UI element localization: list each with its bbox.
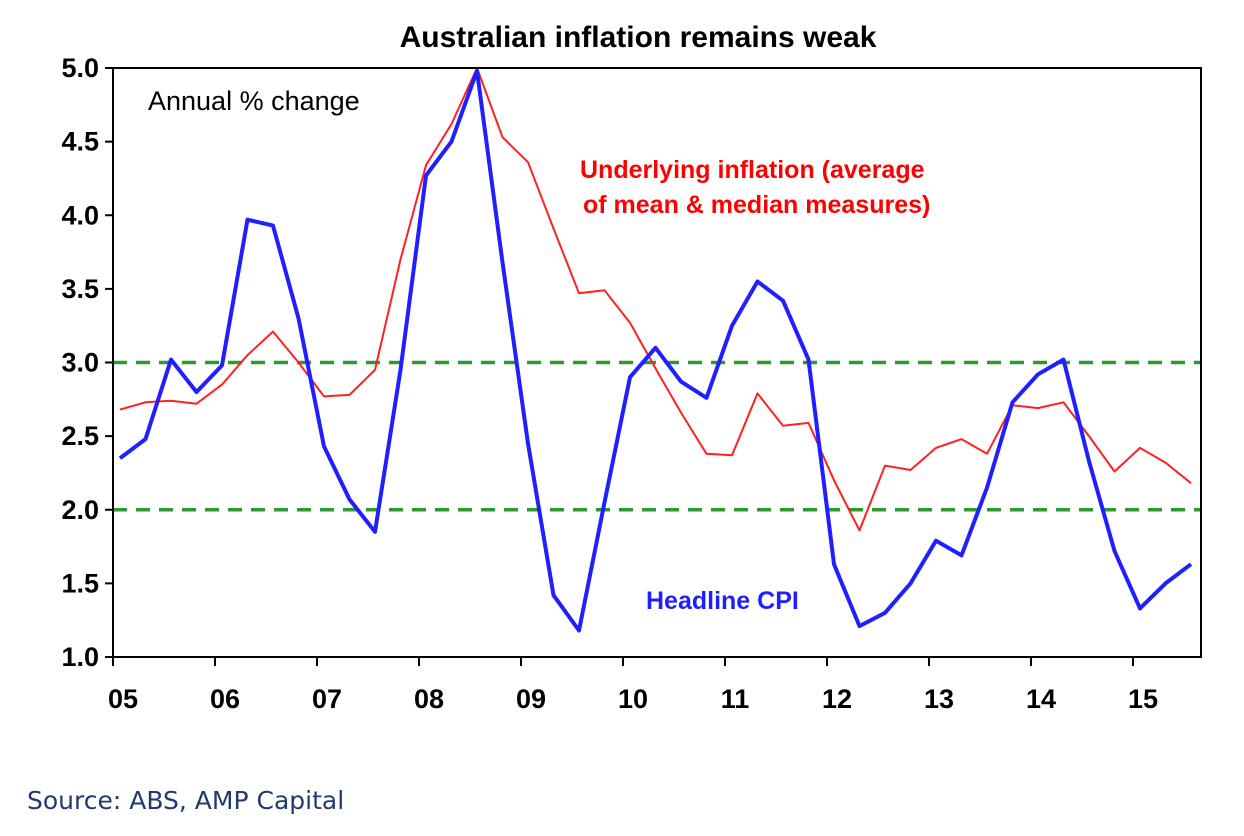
reference-lines — [113, 360, 1201, 512]
x-tick-label: 09 — [516, 684, 546, 714]
x-tick-label: 13 — [924, 684, 954, 714]
x-tick-label: 10 — [618, 684, 648, 714]
y-tick-label: 1.0 — [61, 642, 99, 672]
x-tick-label: 14 — [1026, 684, 1056, 714]
y-tick-label: 1.5 — [61, 568, 99, 598]
y-tick-label: 4.0 — [61, 200, 99, 230]
source-note: Source: ABS, AMP Capital — [27, 786, 345, 815]
x-tick-label: 05 — [108, 684, 138, 714]
headline-cpi-line — [118, 68, 1193, 633]
y-tick-label: 2.0 — [61, 495, 99, 525]
inflation-chart: Australian inflation remains weak 5.0 4.5… — [61, 21, 1202, 714]
y-tick-label: 3.0 — [61, 348, 99, 378]
underlying-inflation-line — [119, 67, 1192, 532]
headline-label: Headline CPI — [646, 587, 799, 615]
y-tick-label: 4.5 — [61, 127, 99, 157]
y-tick-label: 3.5 — [61, 274, 99, 304]
chart-title: Australian inflation remains weak — [400, 21, 877, 54]
series-layer — [118, 67, 1193, 633]
x-tick-label: 07 — [312, 684, 342, 714]
x-tick-label: 12 — [822, 684, 852, 714]
underlying-label-line2: of mean & median measures) — [583, 191, 930, 219]
y-tick-label: 5.0 — [61, 53, 99, 83]
x-tick-label: 11 — [721, 684, 750, 714]
y-tick-label: 2.5 — [61, 421, 99, 451]
y-axis: 5.0 4.5 4.0 3.5 3.0 2.5 2.0 1.5 1.0 — [61, 53, 113, 672]
underlying-label-line1: Underlying inflation (average — [580, 156, 925, 184]
x-tick-label: 08 — [414, 684, 444, 714]
units-label: Annual % change — [148, 86, 360, 116]
x-axis: 05 06 07 08 09 10 11 12 13 14 15 — [108, 657, 1158, 714]
x-tick-label: 15 — [1128, 684, 1158, 714]
x-tick-label: 06 — [210, 684, 240, 714]
